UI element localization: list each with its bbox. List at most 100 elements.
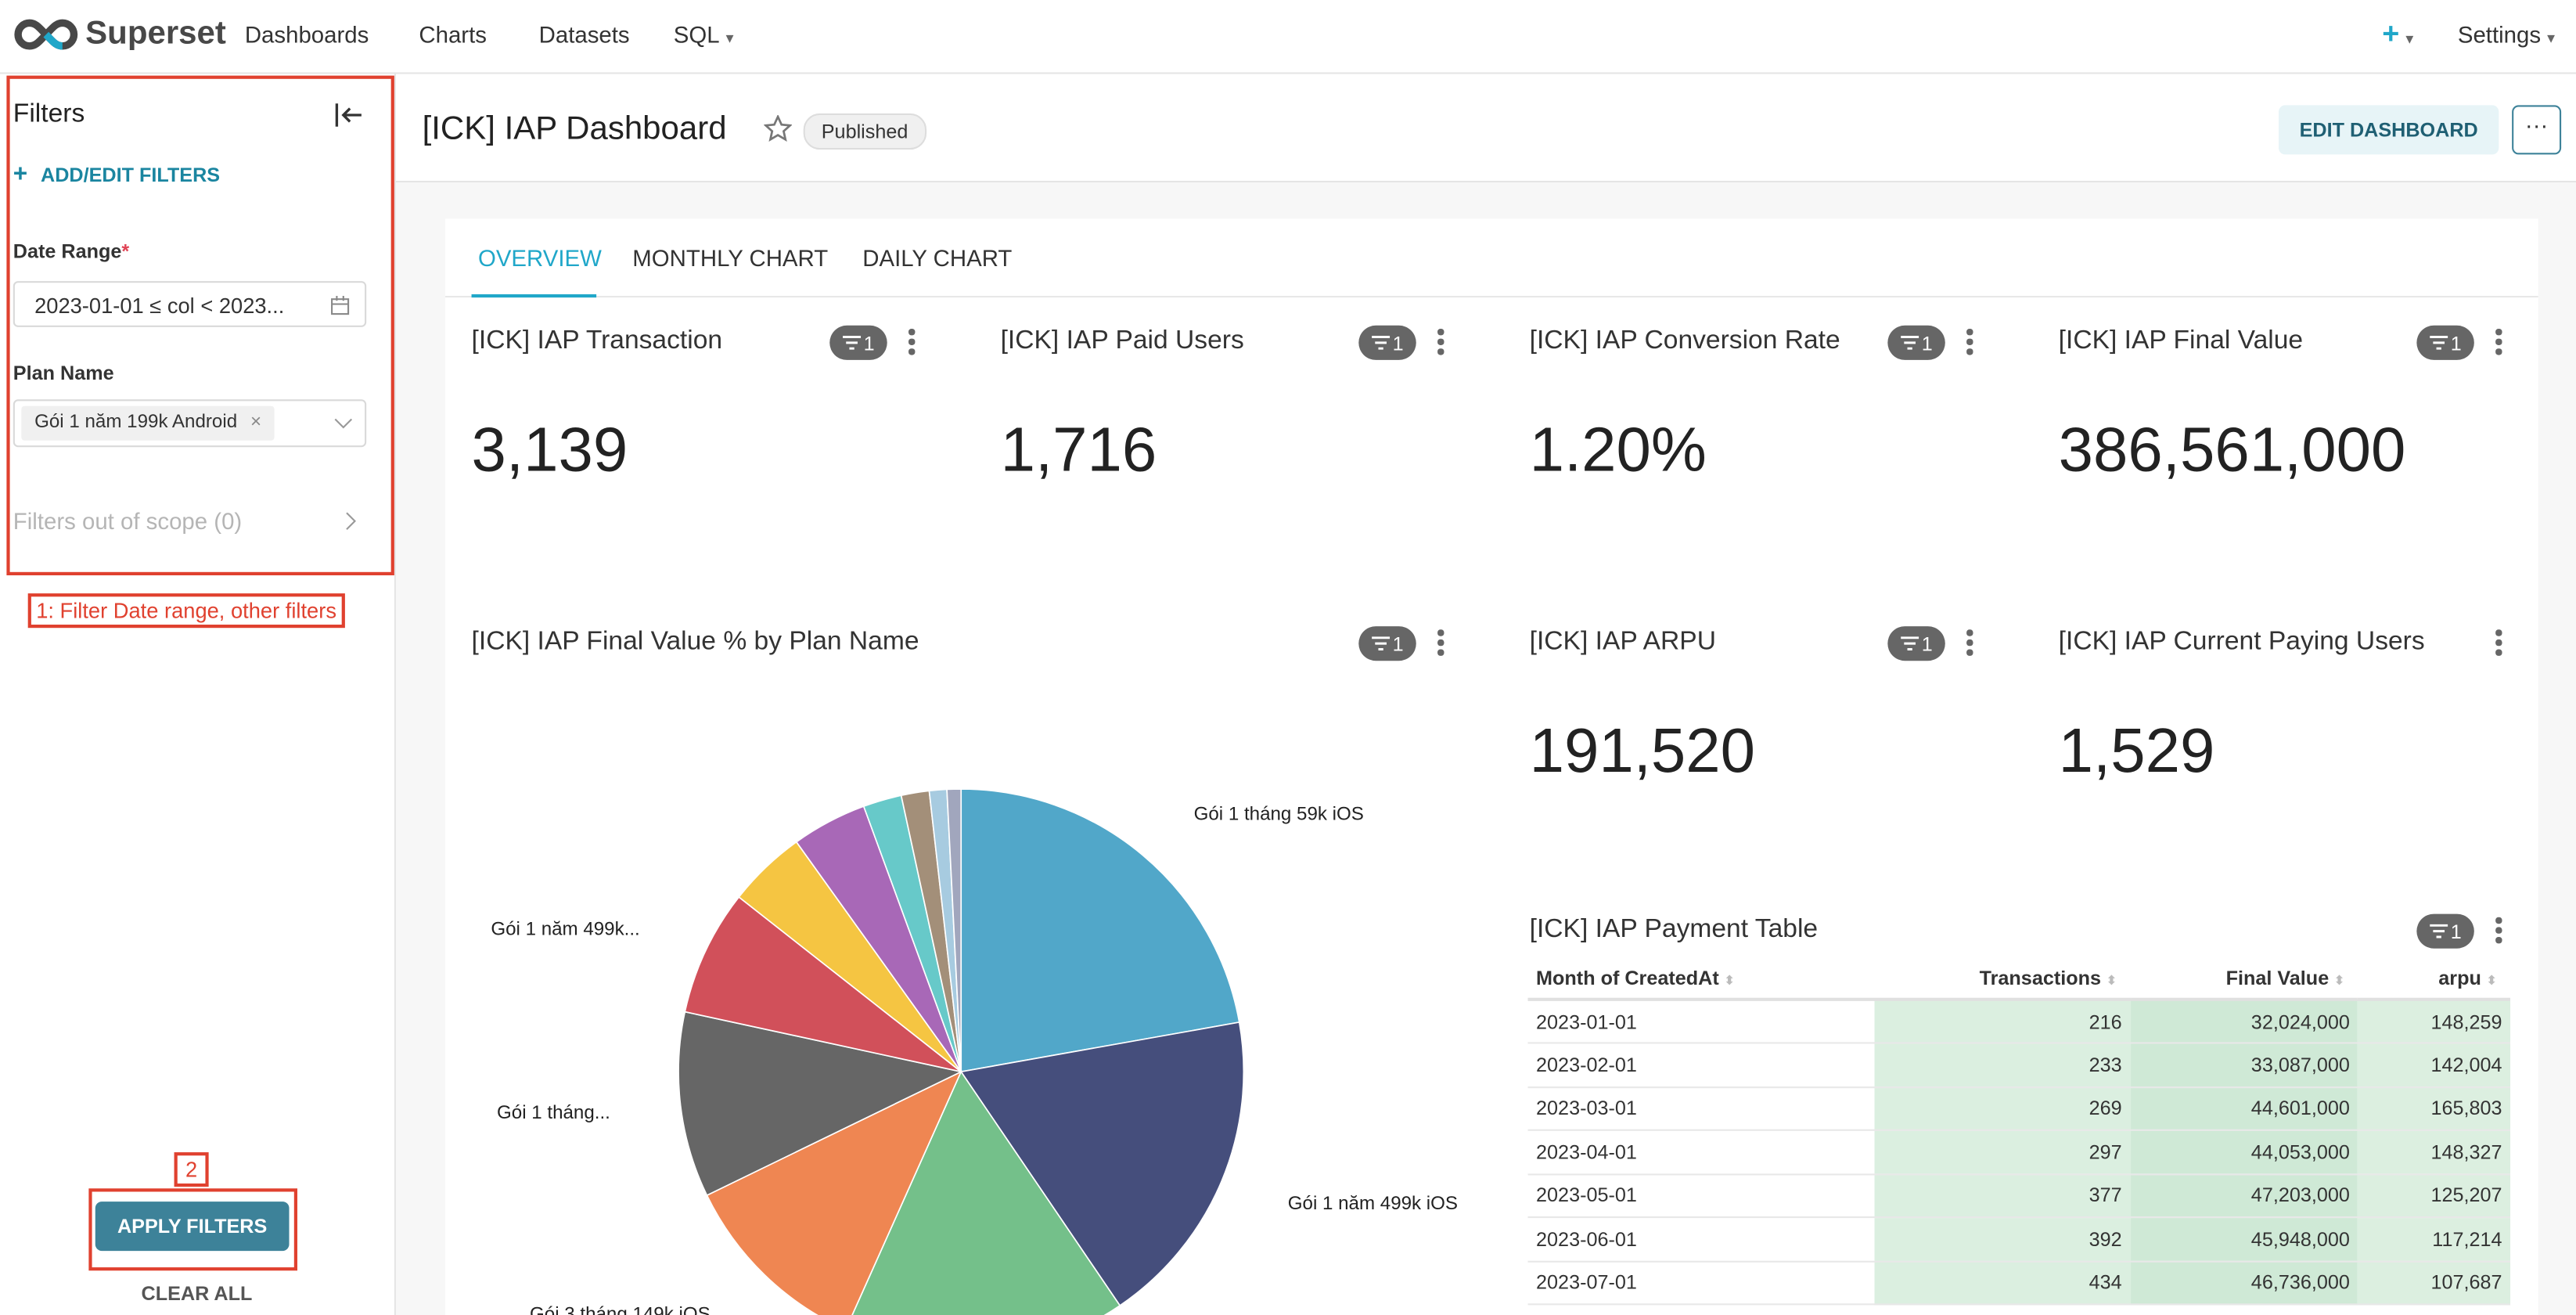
- plan-tag-label: Gói 1 năm 199k Android: [34, 413, 238, 433]
- add-button[interactable]: + ▼: [2382, 17, 2416, 51]
- collapse-icon[interactable]: [333, 102, 363, 128]
- table: Month of CreatedAt ⬍ Transactions ⬍ Final Va…: [1527, 957, 2511, 1305]
- table-cell: 117,214: [2358, 1217, 2511, 1261]
- table-title: [ICK] IAP Payment Table: [1529, 915, 1819, 944]
- dashboard-header: [395, 74, 2576, 183]
- plan-name-label: Plan Name: [13, 361, 114, 385]
- slice-label: Gói 1 tháng...: [497, 1102, 610, 1123]
- navbar: [0, 0, 2576, 74]
- column-header-label[interactable]: Month of CreatedAt: [1536, 965, 1719, 989]
- table-cell: 2023-07-01: [1527, 1260, 1875, 1305]
- apply-filters[interactable]: APPLY FILTERS: [95, 1202, 290, 1252]
- filter-count: 1: [2450, 331, 2462, 355]
- pie-slice: [684, 895, 962, 1073]
- table-cell: 2023-01-01: [1527, 999, 1875, 1043]
- settings-label[interactable]: Settings: [2457, 21, 2542, 48]
- table-cell: 44,053,000: [2130, 1129, 2358, 1174]
- table-cell: 377: [1874, 1173, 2131, 1218]
- chart-menu[interactable]: [2495, 328, 2502, 358]
- column-header-label[interactable]: arpu: [2438, 965, 2481, 989]
- nav-link-label[interactable]: Datasets: [538, 21, 630, 48]
- slice-label: Gói 3 tháng 149k iOS: [530, 1304, 711, 1315]
- filter-badge[interactable]: 1: [2416, 913, 2474, 949]
- column-header[interactable]: Final Value ⬍: [2130, 957, 2358, 1000]
- filter-icon: [2429, 336, 2448, 350]
- table-cell: 297: [1874, 1129, 2131, 1174]
- star-icon[interactable]: [764, 115, 792, 143]
- filter-badge[interactable]: 1: [1887, 626, 1945, 661]
- filter-count: 1: [1921, 632, 1933, 655]
- brand[interactable]: Superset: [85, 15, 226, 52]
- table-row: 2023-05-01 377 47,203,000 125,207: [1527, 1173, 2511, 1218]
- filter-badge[interactable]: 1: [1358, 325, 1416, 360]
- nav-link[interactable]: Dashboards: [245, 21, 369, 48]
- column-header[interactable]: Transactions ⬍: [1875, 957, 2131, 1000]
- column-header[interactable]: Month of CreatedAt ⬍: [1528, 957, 1875, 1000]
- add-edit-label[interactable]: ADD/EDIT FILTERS: [40, 163, 221, 187]
- table-cell: 434: [1874, 1260, 2131, 1305]
- table-cell: 216: [1874, 999, 2131, 1043]
- nav-link[interactable]: SQL ▼: [674, 21, 736, 48]
- table-cell: 2023-06-01: [1527, 1217, 1875, 1261]
- chart-menu[interactable]: [1437, 328, 1444, 358]
- filters-title: Filters: [13, 100, 85, 128]
- nav-link-label[interactable]: Dashboards: [244, 21, 369, 48]
- filter-badge[interactable]: 1: [1358, 626, 1416, 661]
- nav-link[interactable]: Datasets: [539, 21, 630, 48]
- table-cell: 2023-02-01: [1527, 1043, 1875, 1087]
- header-row: Month of CreatedAt ⬍ Transactions ⬍ Final Va…: [1527, 957, 2511, 1000]
- date-range-label: Date Range*: [13, 240, 129, 263]
- more-button[interactable]: ···: [2512, 105, 2562, 155]
- date-label: Date Range: [13, 240, 122, 263]
- chevron: [346, 512, 356, 530]
- calendar-icon: [331, 295, 350, 315]
- table-cell: 44,601,000: [2130, 1086, 2358, 1130]
- chart-title: [ICK] IAP Conversion Rate: [1529, 326, 1840, 355]
- big-number: 3,139: [471, 416, 628, 486]
- date-value[interactable]: 2023-01-01 ≤ col < 2023...: [34, 293, 285, 319]
- out-of-scope[interactable]: Filters out of scope (0): [13, 507, 243, 535]
- table-cell: 2023-05-01: [1527, 1173, 1875, 1218]
- tab[interactable]: DAILY CHART: [862, 244, 1013, 272]
- big-number: 1,716: [1000, 416, 1157, 486]
- chart-menu[interactable]: [1966, 629, 1973, 659]
- pie-slice: [706, 1070, 962, 1315]
- select-arrow: [334, 418, 353, 429]
- dropdown-caret: ▼: [719, 31, 736, 46]
- filter-badge[interactable]: 1: [2416, 325, 2474, 360]
- filter-icon: [1371, 636, 1390, 650]
- slice-label: Gói 1 tháng 59k iOS: [1194, 804, 1364, 825]
- filter-count: 1: [1921, 331, 1933, 355]
- nav-link-label[interactable]: SQL: [673, 21, 720, 48]
- nav-link-label[interactable]: Charts: [419, 21, 487, 48]
- chart-menu[interactable]: [1966, 328, 1973, 358]
- annotation-box: [88, 1188, 298, 1271]
- big-number: 386,561,000: [2058, 416, 2406, 486]
- clear-all[interactable]: CLEAR ALL: [141, 1281, 253, 1306]
- column-header[interactable]: arpu ⬍: [2358, 957, 2510, 1000]
- filter-badge[interactable]: 1: [829, 325, 887, 360]
- column-header-label[interactable]: Transactions: [1979, 965, 2102, 989]
- add-edit-filters[interactable]: + ADD/EDIT FILTERS: [13, 160, 221, 189]
- plan-tag[interactable]: Gói 1 năm 199k Android ×: [21, 405, 275, 441]
- column-header-label[interactable]: Final Value: [2225, 965, 2330, 989]
- pie-slice: [851, 1070, 1121, 1315]
- filter-badge[interactable]: 1: [1887, 325, 1945, 360]
- filter-count: 1: [1392, 632, 1404, 655]
- chart-menu[interactable]: [908, 328, 915, 358]
- filter-count: 1: [863, 331, 875, 355]
- edit-dashboard[interactable]: EDIT DASHBOARD: [2279, 105, 2499, 155]
- settings-menu[interactable]: Settings ▼: [2457, 21, 2558, 48]
- chart-menu[interactable]: [2495, 629, 2502, 659]
- pie-slice: [960, 788, 1240, 1073]
- table-row: 2023-01-01 216 32,024,000 148,259: [1527, 999, 2511, 1043]
- nav-link[interactable]: Charts: [419, 21, 487, 48]
- tab[interactable]: MONTHLY CHART: [632, 244, 829, 272]
- chart-menu[interactable]: [2495, 917, 2502, 947]
- tab[interactable]: OVERVIEW: [477, 244, 602, 272]
- tab-divider: [444, 295, 2538, 298]
- date-input[interactable]: 2023-01-01 ≤ col < 2023...: [13, 281, 367, 327]
- filter-icon: [1900, 336, 1919, 350]
- plan-select[interactable]: Gói 1 năm 199k Android ×: [13, 399, 367, 448]
- chart-menu[interactable]: [1437, 629, 1444, 659]
